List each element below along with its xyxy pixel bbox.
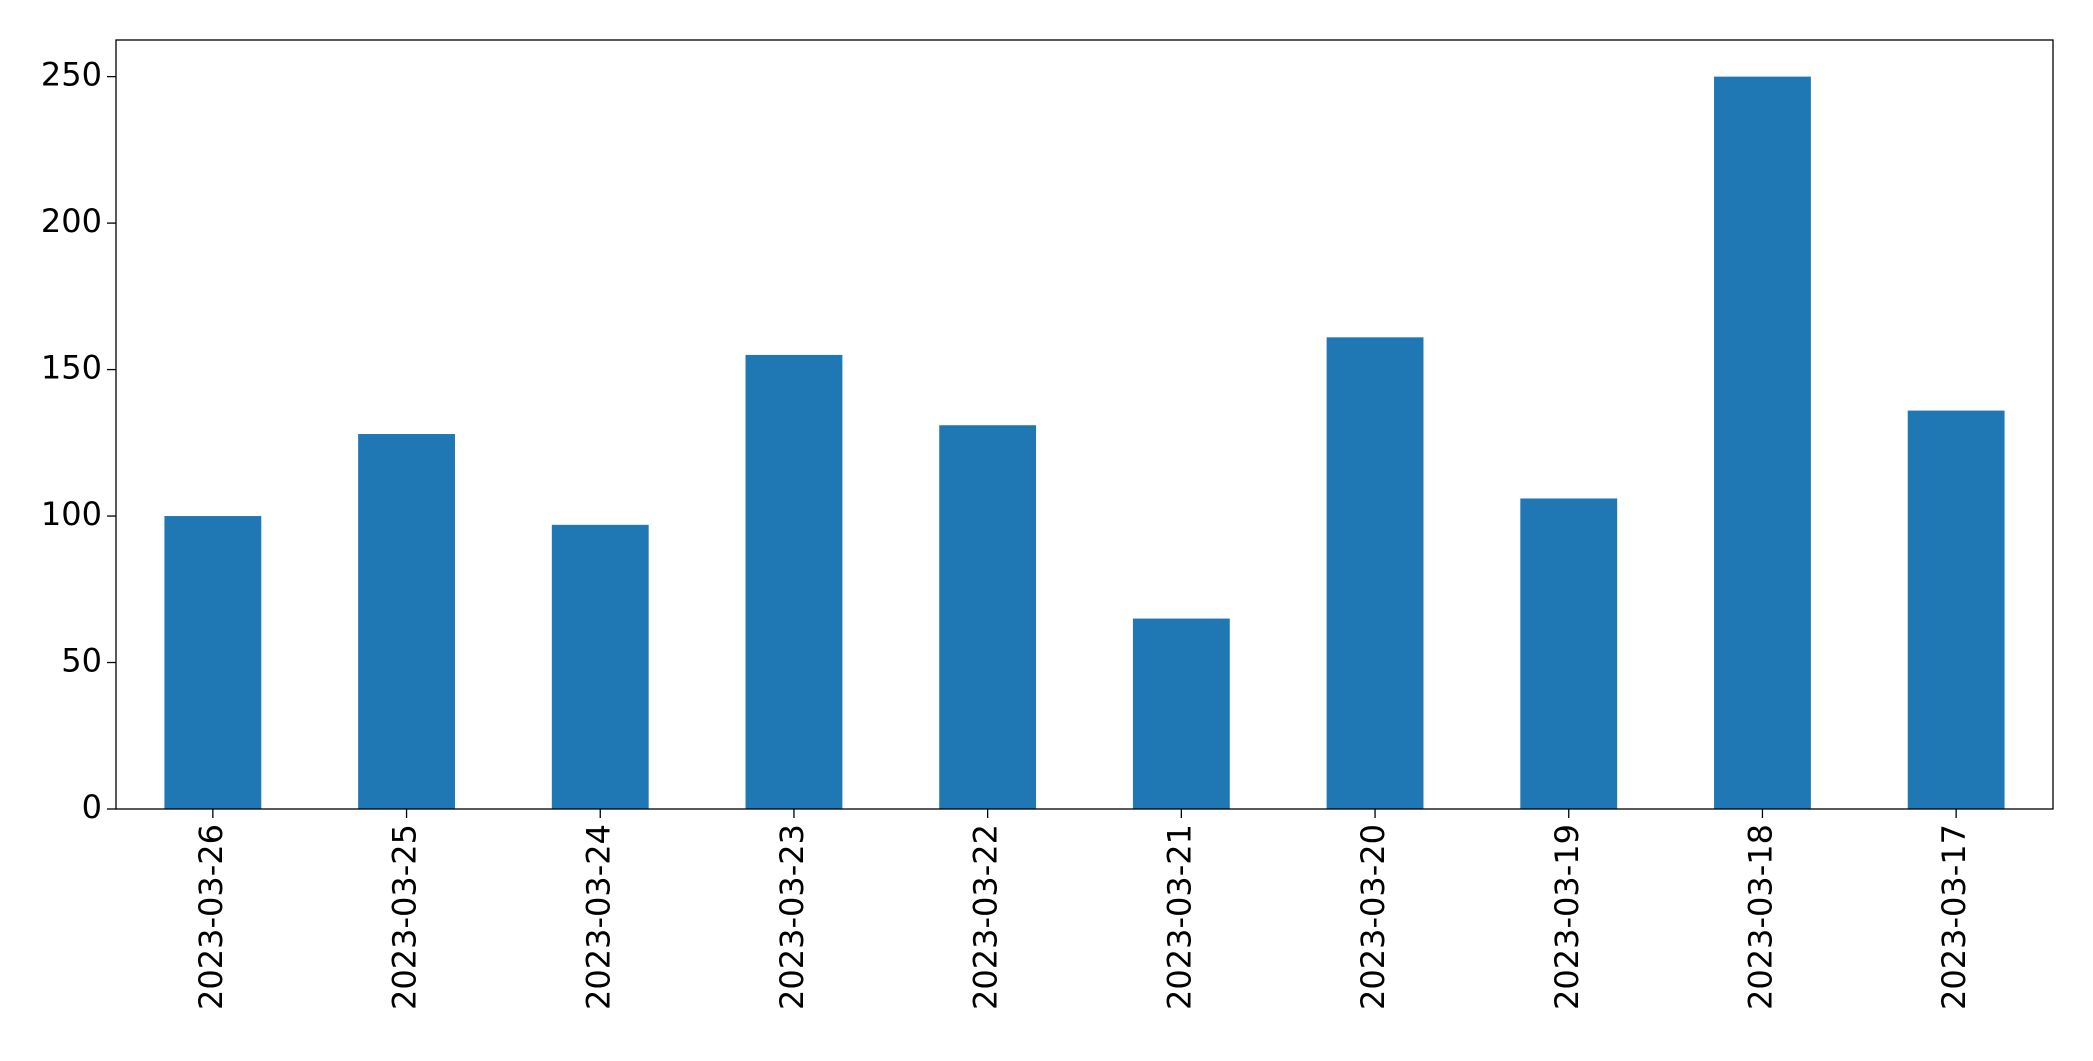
bar: [1714, 76, 1811, 810]
bar: [1907, 410, 2005, 809]
x-tick-label: 2023-03-18: [1741, 824, 1779, 1010]
x-tick-label: 2023-03-21: [1160, 824, 1198, 1010]
x-tick-label: 2023-03-26: [192, 824, 230, 1010]
bar: [1132, 618, 1230, 809]
x-tick-label: 2023-03-25: [386, 824, 424, 1010]
y-tick-label: 150: [41, 349, 102, 387]
bar: [939, 425, 1037, 809]
y-tick-label: 250: [41, 56, 102, 94]
bar: [745, 354, 843, 809]
y-tick-label: 50: [61, 642, 102, 680]
plot-frame: [115, 39, 2054, 810]
x-tick-label: 2023-03-20: [1354, 824, 1392, 1010]
bar: [1326, 337, 1424, 809]
x-tick-label: 2023-03-22: [967, 824, 1005, 1010]
x-tick-label: 2023-03-24: [579, 824, 617, 1010]
bar: [164, 516, 262, 809]
y-tick-label: 100: [41, 495, 102, 533]
x-tick-label: 2023-03-17: [1935, 824, 1973, 1010]
y-tick-label: 200: [41, 202, 102, 240]
bar: [551, 524, 649, 809]
y-tick-label: 0: [82, 788, 102, 826]
bar: [1520, 498, 1618, 809]
x-tick-label: 2023-03-19: [1548, 824, 1586, 1010]
bar: [358, 434, 455, 809]
x-tick-label: 2023-03-23: [773, 824, 811, 1010]
